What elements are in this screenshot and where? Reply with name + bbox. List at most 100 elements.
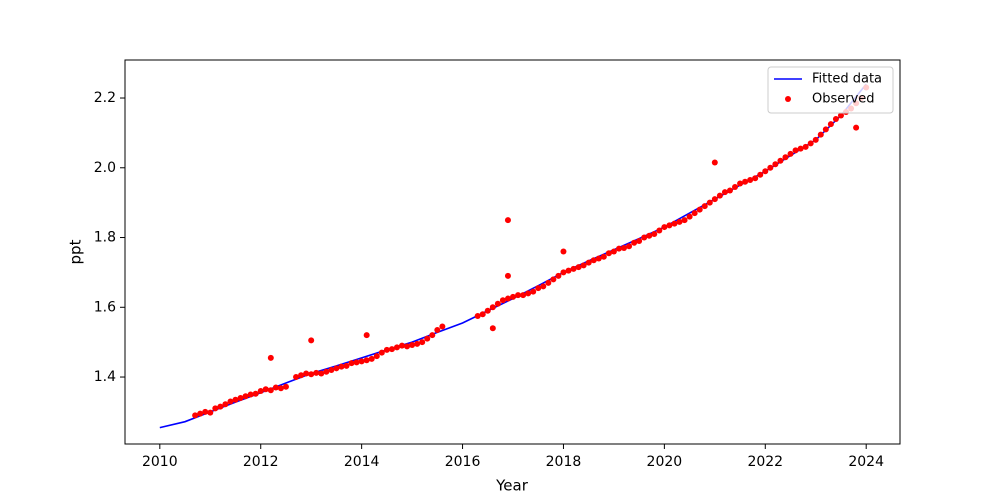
- observed-point: [515, 292, 522, 299]
- observed-point: [732, 183, 739, 190]
- observed-point: [626, 243, 633, 250]
- observed-point: [711, 159, 718, 166]
- fitted-line: [159, 83, 867, 429]
- observed-point: [399, 342, 406, 349]
- observed-point: [812, 136, 819, 143]
- observed-point: [343, 362, 350, 369]
- observed-point: [691, 210, 698, 217]
- observed-point: [580, 262, 587, 269]
- observed-point: [414, 340, 421, 347]
- observed-point: [429, 332, 436, 339]
- observed-point: [666, 222, 673, 229]
- observed-point: [600, 253, 607, 260]
- observed-point: [262, 386, 269, 393]
- observed-point: [570, 265, 577, 272]
- observed-point: [237, 394, 244, 401]
- x-tick-label: 2014: [344, 454, 380, 470]
- observed-point: [282, 383, 289, 390]
- observed-point: [575, 264, 582, 271]
- x-tick-label: 2016: [445, 454, 481, 470]
- observed-point: [615, 245, 622, 252]
- observed-point: [681, 217, 688, 224]
- observed-point: [499, 297, 506, 304]
- observed-point: [338, 363, 345, 370]
- observed-point: [671, 220, 678, 227]
- observed-point: [368, 355, 375, 362]
- observed-point: [474, 313, 481, 319]
- observed-point: [706, 199, 713, 206]
- observed-point: [555, 272, 562, 279]
- observed-point: [520, 292, 527, 299]
- observed-point: [192, 412, 199, 419]
- observed-point: [267, 387, 274, 394]
- observed-point: [817, 131, 824, 138]
- observed-point: [827, 121, 834, 128]
- observed-point: [363, 332, 370, 339]
- observed-point: [328, 367, 335, 374]
- observed-point: [308, 337, 315, 344]
- observed-point: [726, 187, 733, 194]
- observed-point: [378, 349, 385, 356]
- observed-point: [802, 143, 809, 150]
- observed-point: [242, 393, 249, 400]
- x-tick-label: 2022: [747, 454, 783, 470]
- observed-point: [610, 248, 617, 255]
- observed-point: [358, 358, 365, 365]
- observed-point: [737, 180, 744, 187]
- observed-point: [782, 154, 789, 161]
- legend-label: Observed: [812, 92, 875, 107]
- observed-point: [747, 176, 754, 183]
- observed-point: [535, 285, 542, 292]
- observed-point: [721, 189, 728, 196]
- observed-point: [393, 344, 400, 351]
- observed-point: [434, 326, 441, 333]
- observed-point: [560, 248, 567, 255]
- observed-point: [333, 365, 340, 372]
- observed-point: [303, 370, 310, 377]
- observed-point: [641, 234, 648, 241]
- observed-point: [853, 124, 860, 131]
- observed-point: [484, 307, 491, 314]
- observed-point: [383, 346, 390, 353]
- observed-point: [792, 147, 799, 154]
- observed-point: [277, 385, 284, 392]
- observed-point: [631, 239, 638, 246]
- observed-point: [696, 206, 703, 213]
- observed-point: [757, 171, 764, 178]
- legend-label: Fitted data: [812, 72, 882, 87]
- observed-point: [590, 257, 597, 264]
- y-tick-label: 1.6: [94, 299, 116, 315]
- observed-point: [822, 126, 829, 133]
- observed-point: [353, 359, 360, 366]
- observed-point: [409, 341, 416, 348]
- observed-point: [439, 323, 446, 330]
- observed-point: [525, 290, 532, 297]
- observed-point: [540, 283, 547, 290]
- observed-point: [494, 300, 501, 307]
- observed-point: [227, 398, 234, 405]
- observed-point: [772, 161, 779, 168]
- observed-point: [545, 279, 552, 286]
- observed-point: [676, 218, 683, 225]
- observed-point: [202, 408, 209, 415]
- observed-point: [560, 269, 567, 276]
- observed-point: [504, 217, 511, 224]
- observed-point: [489, 304, 496, 311]
- x-axis-label: Year: [495, 477, 529, 495]
- observed-point: [762, 168, 769, 175]
- observed-point: [363, 357, 370, 364]
- observed-point: [550, 276, 557, 283]
- observed-point: [323, 368, 330, 375]
- observed-point: [605, 250, 612, 257]
- observed-point: [222, 401, 229, 408]
- observed-point: [565, 267, 572, 274]
- observed-point: [404, 343, 411, 350]
- observed-point: [585, 259, 592, 266]
- observed-point: [313, 369, 320, 376]
- y-tick-label: 2.0: [94, 160, 116, 176]
- observed-point: [807, 140, 814, 147]
- observed-point: [767, 164, 774, 171]
- observed-point: [212, 405, 219, 412]
- observed-point: [686, 213, 693, 220]
